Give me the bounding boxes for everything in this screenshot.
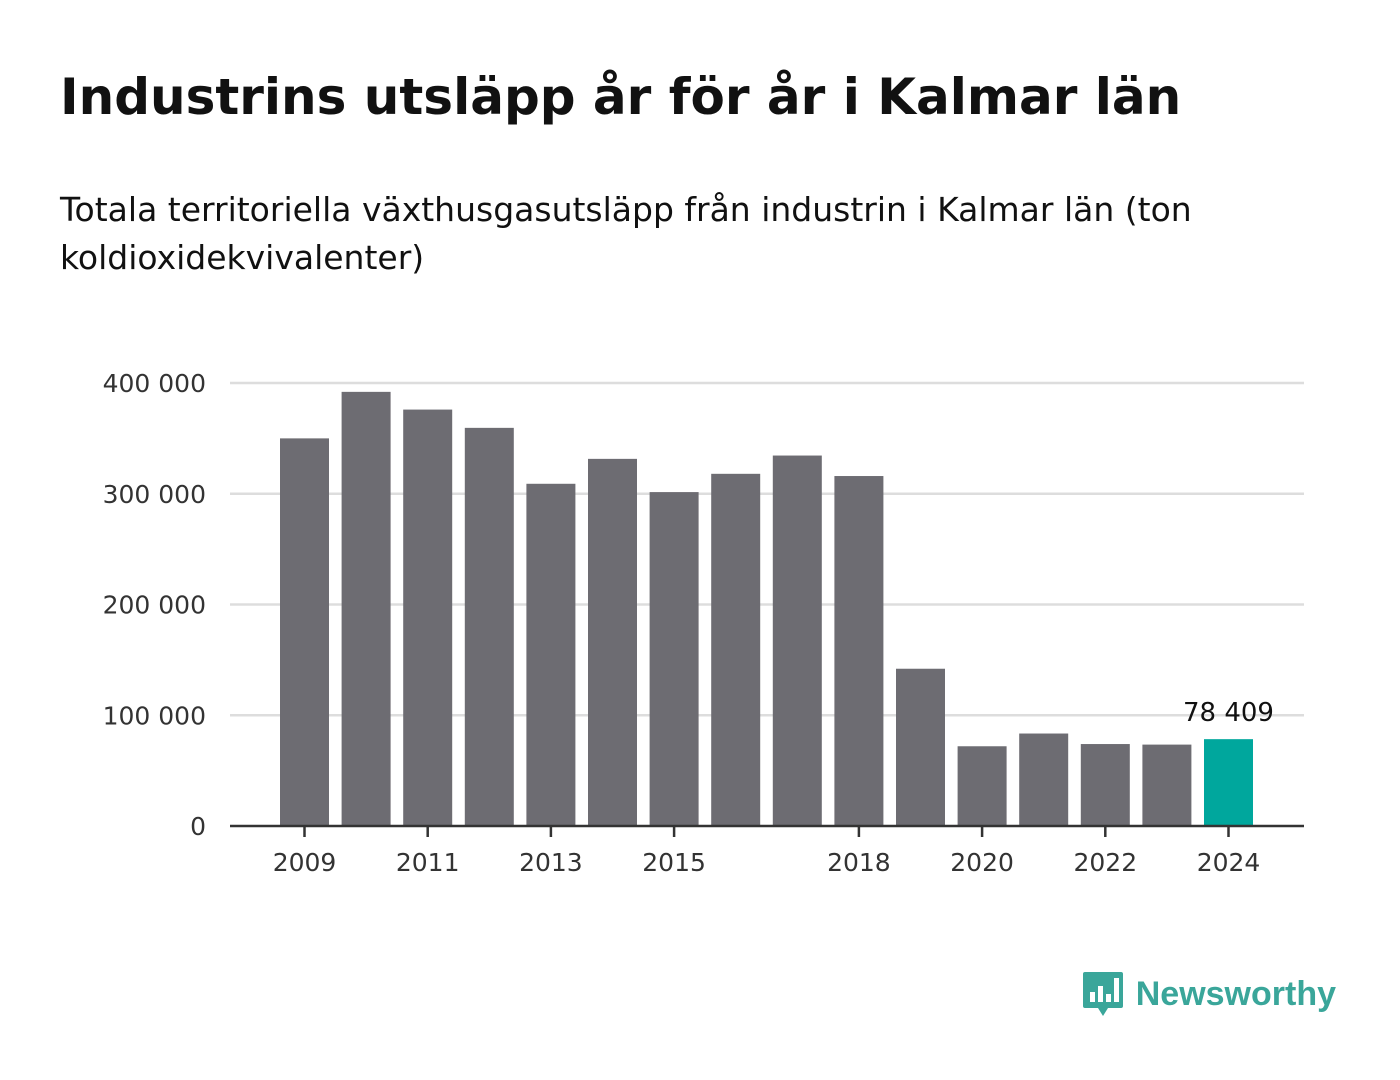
x-tick-label: 2009 <box>273 848 337 877</box>
x-tick-label: 2015 <box>642 848 706 877</box>
y-tick-label: 200 000 <box>103 591 206 620</box>
x-tick-label: 2020 <box>950 848 1014 877</box>
bar-2019 <box>896 668 945 826</box>
y-tick-label: 300 000 <box>103 480 206 509</box>
bar-2021 <box>1019 733 1069 826</box>
data-label-2024: 78 409 <box>1183 698 1274 728</box>
chart-title: Industrins utsläpp år för år i Kalmar lä… <box>60 68 1182 126</box>
x-tick-label: 2024 <box>1197 848 1261 877</box>
x-tick-label: 2013 <box>519 848 583 877</box>
y-axis-labels: 0 100 000 200 000 300 000 400 000 <box>103 369 206 841</box>
bars <box>280 391 1253 826</box>
annotations: 78 409 <box>1183 698 1274 728</box>
chart-subtitle: Totala territoriella växthusgasutsläpp f… <box>60 190 1192 277</box>
y-tick-label: 400 000 <box>103 369 206 398</box>
grid-lines <box>230 381 1304 717</box>
bar-2024 <box>1204 739 1253 826</box>
bar-2023 <box>1142 744 1192 826</box>
x-tick-label: 2018 <box>827 848 891 877</box>
bar-chart-speech-bubble-icon <box>1082 972 1123 1016</box>
bar-2009 <box>280 438 329 826</box>
bar-2010 <box>341 391 391 826</box>
brand-logo: Newsworthy <box>1082 970 1336 1018</box>
x-tick-label: 2011 <box>396 848 460 877</box>
bar-2017 <box>772 455 822 826</box>
bar-2015 <box>649 492 699 826</box>
brand-name: Newsworthy <box>1135 974 1336 1013</box>
bar-2013 <box>526 483 576 826</box>
bar-2011 <box>403 409 453 826</box>
bar-2022 <box>1080 744 1130 826</box>
x-axis-ticks: 2009 2011 2013 2015 2018 2020 2022 2024 <box>273 826 1261 877</box>
bar-2016 <box>711 473 761 826</box>
y-tick-label: 100 000 <box>103 701 206 730</box>
bar-2012 <box>464 427 514 826</box>
y-tick-label: 0 <box>190 812 206 841</box>
bar-2018 <box>834 476 884 826</box>
x-tick-label: 2022 <box>1073 848 1137 877</box>
bar-2014 <box>588 458 637 826</box>
bar-2020 <box>957 746 1007 826</box>
